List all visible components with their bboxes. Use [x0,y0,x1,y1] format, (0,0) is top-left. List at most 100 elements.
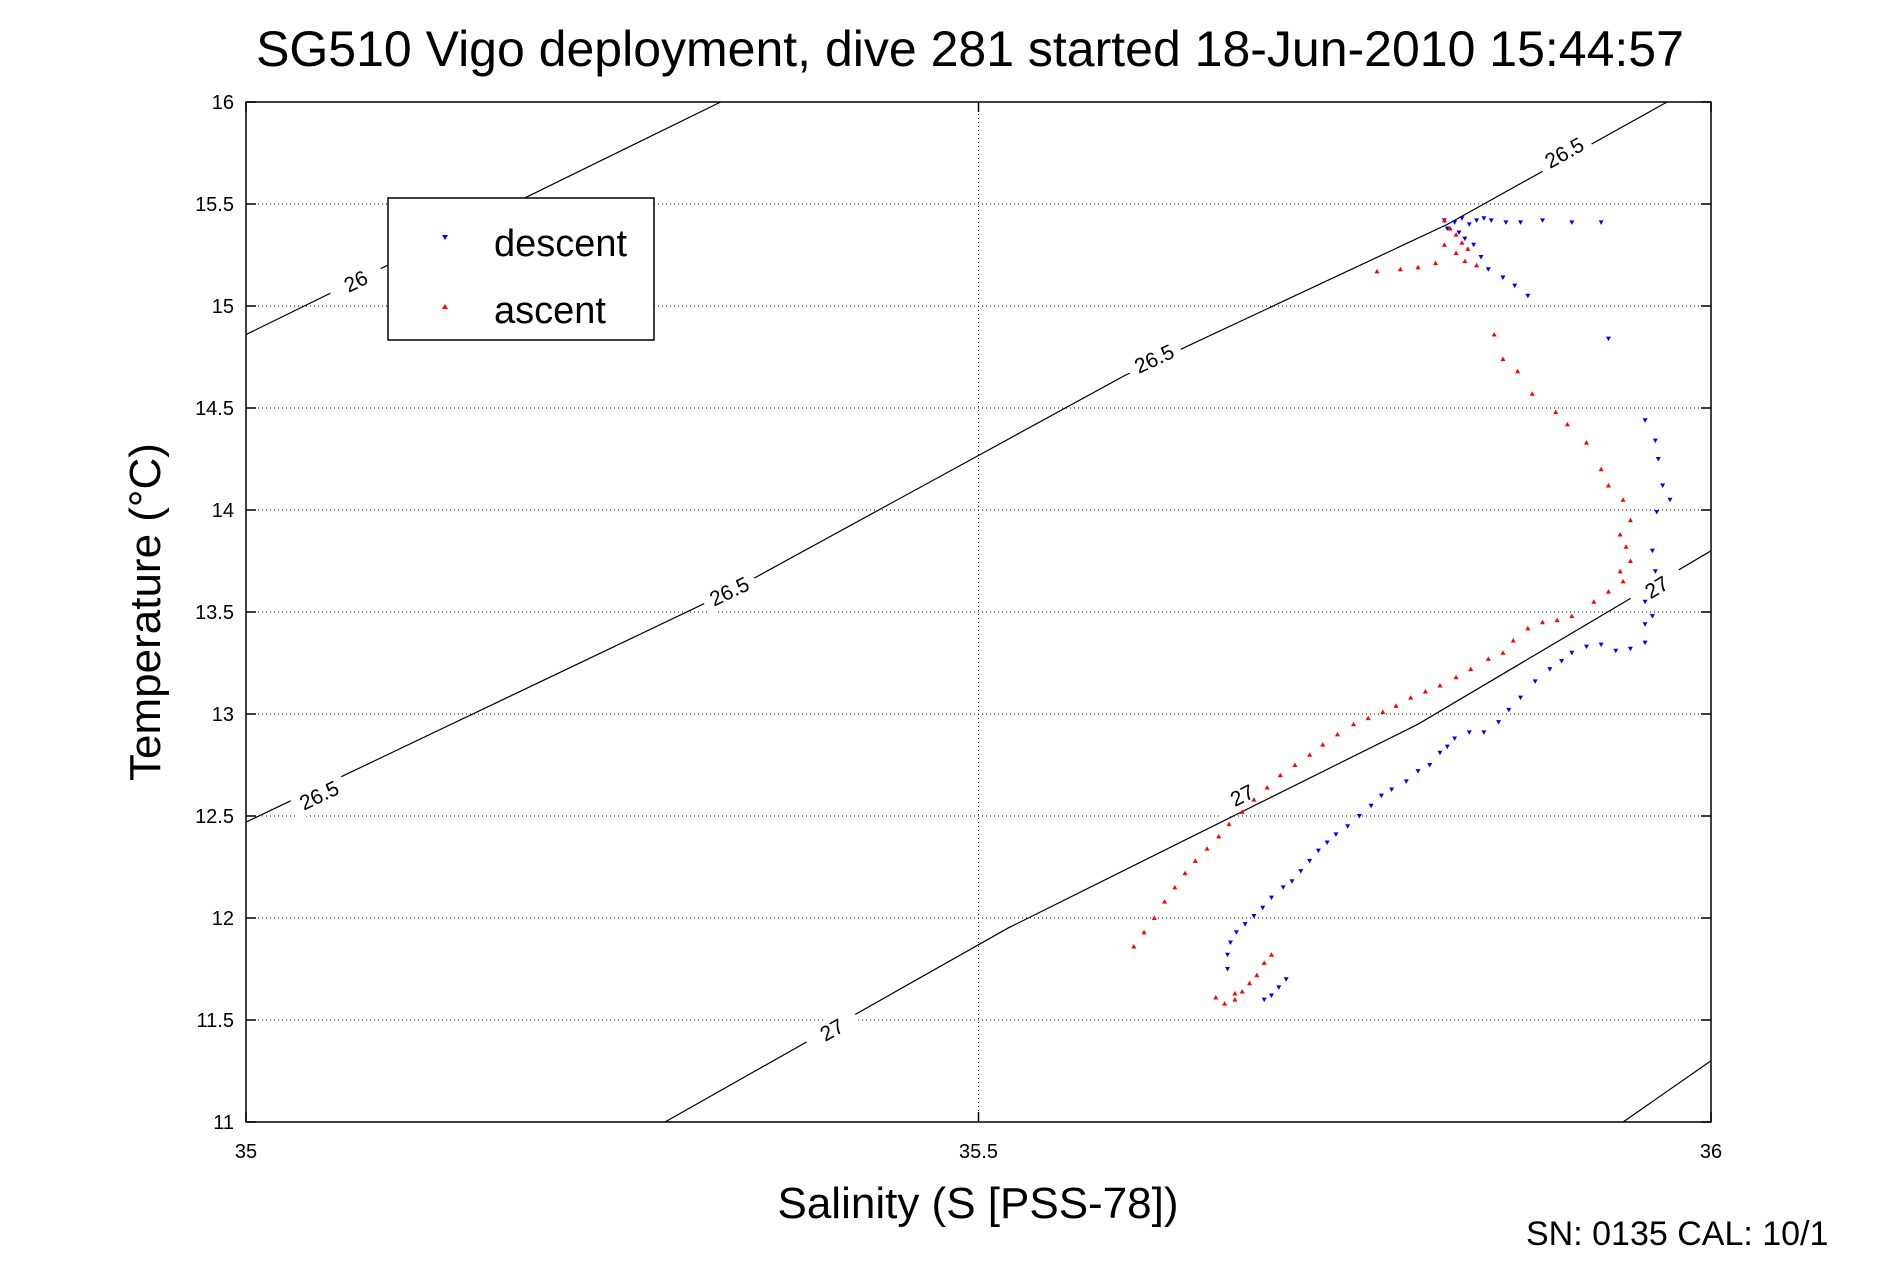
y-tick-label: 15 [212,296,234,318]
contour-label-background [1123,335,1186,383]
data-point-ascent [1437,682,1443,688]
data-point-descent [1269,993,1274,999]
data-point-ascent [1620,497,1626,502]
data-point-descent [1642,599,1648,605]
data-point-ascent [1254,972,1260,978]
legend-entry-descent: descent [442,223,628,265]
data-point-ascent [1441,217,1447,223]
data-point-descent [1233,930,1239,935]
data-point-ascent [1232,997,1238,1002]
data-point-descent [1289,879,1295,884]
data-point-descent [1518,220,1524,225]
data-point-descent [1324,840,1330,846]
data-point-descent [1613,648,1619,654]
y-tick-label: 12 [212,908,234,930]
density-contour-label: 27 [801,1005,863,1056]
data-point-ascent [1131,944,1137,949]
data-point-descent [1525,293,1531,299]
y-tick-label: 11 [213,1112,234,1134]
legend: descent ascent [387,197,655,341]
data-point-descent [1471,242,1477,248]
y-axis-label: Temperature (°C) [121,443,170,781]
data-point-descent [1307,858,1313,864]
data-point-ascent [1239,988,1245,994]
data-point-descent [1652,569,1658,574]
data-point-descent [1642,640,1648,646]
data-point-ascent [1605,483,1611,488]
data-point-descent [1481,216,1487,221]
data-point-ascent [1583,440,1589,445]
data-point-ascent [1247,980,1253,986]
data-point-descent [1474,218,1480,223]
data-point-descent [1559,658,1565,664]
data-point-descent [1667,497,1673,503]
y-tick-label: 13 [212,704,234,726]
data-point-ascent [1529,391,1535,396]
chart-title: SG510 Vigo deployment, dive 281 started … [256,21,1684,77]
data-point-descent [1655,457,1661,462]
x-tick-label: 35.5 [959,1141,998,1163]
y-tick-label: 12.5 [195,806,234,828]
y-tick-label: 16 [212,92,234,114]
data-point-descent [1437,750,1443,756]
data-point-ascent [1598,466,1604,472]
density-contour-label: 26.5 [1533,128,1596,178]
contour-label-background [288,771,351,820]
data-point-descent [1280,885,1286,890]
series-descent [1225,216,1673,1003]
data-point-descent [1569,650,1575,656]
data-point-descent [1642,418,1648,423]
data-point-descent [1378,793,1384,799]
data-point-ascent [1269,952,1274,957]
data-point-ascent [1422,689,1428,694]
x-tick-label: 35 [235,1141,257,1163]
data-point-ascent [1554,617,1560,623]
data-point-descent [1478,255,1484,260]
data-point-descent [1503,220,1509,225]
data-point-descent [1569,220,1575,225]
data-point-descent [1283,977,1289,982]
data-point-descent [1261,997,1267,1003]
data-point-ascent [1569,613,1575,619]
data-point-ascent [1374,268,1380,274]
axis-ticks: 35 35.5 36 11 11.5 12 12.5 13 13.5 14 14.5 15 15.5 16 [195,92,1722,1163]
data-point-descent [1518,695,1524,701]
data-point-ascent [1351,721,1357,727]
data-point-descent [1506,707,1512,713]
y-tick-label: 14.5 [195,398,234,420]
data-point-descent [1583,644,1589,650]
density-contour-label: 26.5 [698,567,761,616]
data-point-ascent [1182,870,1188,876]
data-point-descent [1649,614,1655,619]
data-point-ascent [1500,650,1506,655]
contour-label-background [801,1005,863,1056]
data-point-ascent [1564,421,1570,427]
data-point-ascent [1222,1001,1228,1006]
y-tick-label: 13.5 [195,602,234,624]
data-point-ascent [1447,225,1453,231]
data-point-ascent [1510,638,1516,643]
data-point-descent [1251,913,1257,919]
data-point-descent [1627,646,1633,652]
data-point-descent [1488,218,1494,223]
data-point-descent [1660,483,1666,489]
data-point-descent [1356,814,1362,819]
legend-marker-ascent [442,304,448,309]
data-point-descent [1481,730,1487,735]
x-tick-label: 36 [1700,1141,1722,1163]
data-point-ascent [1500,356,1506,362]
data-point-descent [1427,763,1433,768]
data-point-descent [1444,744,1450,750]
data-point-descent [1225,967,1231,972]
data-point-ascent [1216,833,1222,839]
data-point-descent [1485,267,1491,272]
data-point-ascent [1415,264,1421,270]
data-point-ascent [1226,821,1232,827]
legend-box [387,197,655,341]
data-point-ascent [1397,266,1403,272]
data-point-descent [1389,787,1395,792]
data-point-descent [1598,220,1604,225]
data-point-ascent [1320,742,1326,747]
data-point-ascent [1591,599,1597,604]
data-point-descent [1512,283,1518,289]
